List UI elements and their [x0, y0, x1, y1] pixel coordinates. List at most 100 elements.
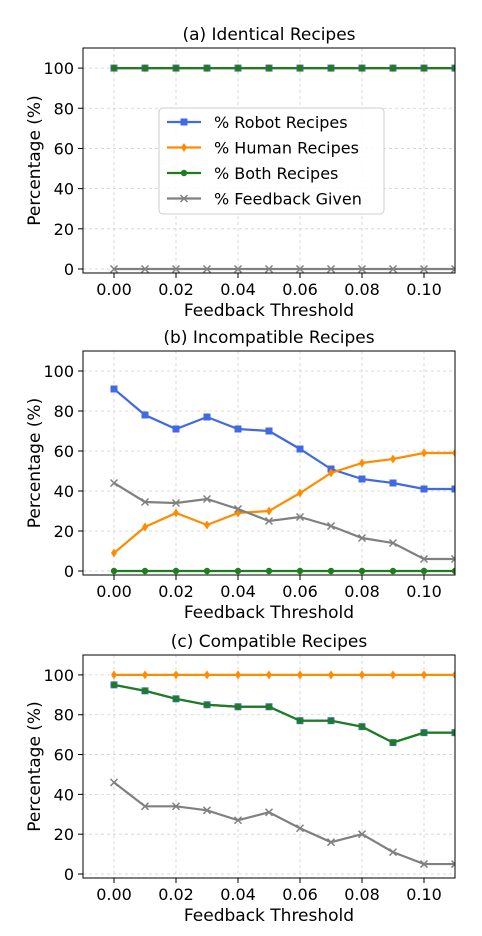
data-point: [451, 729, 455, 736]
plot-frame: [82, 350, 456, 576]
series-line-1: [113, 451, 455, 554]
data-point: [326, 838, 336, 847]
data-point: [264, 516, 274, 526]
data-point: [202, 494, 212, 504]
x-axis-label: Feedback Threshold: [184, 603, 354, 623]
y-tick-label: 80: [54, 402, 74, 421]
x-axis-label: Feedback Threshold: [184, 906, 354, 926]
x-tick-label: 0.06: [282, 582, 318, 601]
data-point: [357, 830, 367, 839]
data-point: [296, 445, 304, 453]
chart-title: (a) Identical Recipes: [182, 25, 355, 45]
data-point: [295, 264, 305, 273]
y-tick-label: 100: [43, 59, 74, 78]
data-point: [234, 64, 242, 72]
data-point: [451, 485, 455, 493]
data-point: [265, 703, 273, 710]
data-point: [326, 521, 336, 531]
data-point: [450, 860, 455, 869]
data-point: [141, 64, 149, 72]
y-axis-label: Percentage (%): [25, 701, 45, 831]
x-tick-label: 0.10: [406, 885, 442, 904]
data-point: [173, 670, 179, 680]
x-tick-label: 0.00: [96, 885, 132, 904]
data-point: [203, 567, 211, 575]
y-tick-label: 0: [64, 562, 74, 581]
gridlines: [83, 351, 455, 575]
legend-swatch-marker: [181, 143, 187, 152]
data-point: [451, 567, 455, 575]
data-point: [296, 567, 304, 575]
data-point: [111, 670, 117, 680]
plot-frame: [82, 654, 456, 879]
data-point: [141, 567, 149, 575]
series-line-2: [113, 683, 455, 744]
x-tick-label: 0.08: [344, 885, 380, 904]
legend-entry: % Human Recipes: [214, 139, 359, 158]
data-point: [328, 468, 334, 478]
data-point: [234, 425, 242, 433]
data-point: [172, 695, 180, 703]
data-point: [390, 454, 396, 464]
legend-swatch-marker: [179, 194, 189, 203]
data-point: [109, 478, 119, 488]
data-point: [419, 860, 429, 869]
x-tick-label: 0.10: [406, 280, 442, 299]
y-tick-label: 60: [54, 139, 74, 158]
data-point: [450, 264, 455, 273]
data-point: [171, 802, 181, 811]
x-tick-label: 0.04: [220, 885, 256, 904]
data-point: [297, 488, 303, 498]
data-point: [142, 670, 148, 680]
gridlines: [83, 655, 455, 878]
data-point: [109, 778, 119, 787]
x-tick-label: 0.10: [406, 582, 442, 601]
chart-panel-c: (c) Compatible Recipes 0.00 0.02 0.04 0.06 0.…: [25, 632, 456, 926]
data-point: [109, 264, 119, 273]
data-point: [328, 670, 334, 680]
data-point: [141, 687, 149, 695]
data-point: [140, 802, 150, 811]
chart-title: (b) Incompatible Recipes: [163, 328, 374, 348]
y-tick-label: 20: [54, 522, 74, 541]
data-point: [359, 670, 365, 680]
data-point: [203, 701, 211, 708]
data-point: [110, 385, 118, 393]
data-point: [203, 413, 211, 421]
x-axis-label: Feedback Threshold: [184, 301, 354, 321]
data-point: [388, 848, 398, 857]
data-point: [266, 506, 272, 516]
data-point: [452, 670, 455, 680]
data-point: [264, 264, 274, 273]
data-point: [110, 567, 118, 575]
data-point: [295, 824, 305, 833]
data-point: [233, 816, 243, 825]
series-line-0: [113, 388, 455, 491]
data-point: [295, 512, 305, 522]
data-point: [172, 425, 180, 433]
series-group: [109, 385, 455, 575]
data-point: [359, 458, 365, 468]
plot-frame: [82, 47, 456, 274]
data-point: [419, 264, 429, 273]
data-point: [111, 548, 117, 558]
legend-swatch-marker: [180, 169, 188, 177]
data-point: [420, 567, 428, 575]
data-point: [450, 554, 455, 564]
data-point: [421, 670, 427, 680]
data-point: [265, 64, 273, 72]
y-tick-label: 80: [54, 706, 74, 725]
y-axis-label: Percentage (%): [25, 95, 45, 225]
data-point: [327, 64, 335, 72]
legend-entry: % Robot Recipes: [214, 113, 348, 132]
data-point: [357, 264, 367, 273]
data-point: [420, 485, 428, 493]
data-point: [110, 64, 118, 72]
data-point: [233, 264, 243, 273]
y-tick-label: 60: [54, 746, 74, 765]
data-point: [171, 498, 181, 508]
y-tick-label: 100: [43, 666, 74, 685]
x-tick-label: 0.04: [220, 280, 256, 299]
data-point: [419, 554, 429, 564]
